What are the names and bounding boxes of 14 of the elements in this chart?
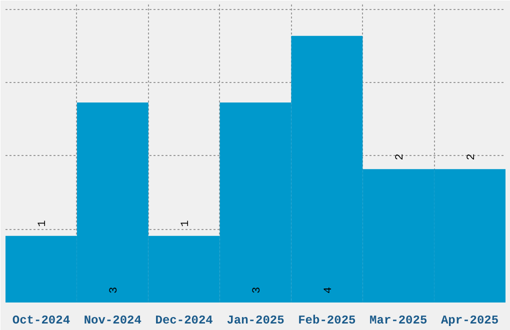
x-tick-label: Mar-2025 — [370, 314, 428, 328]
x-tick-label: Nov-2024 — [84, 314, 142, 328]
x-tick-label: Apr-2025 — [440, 314, 499, 328]
data-label: 3 — [252, 286, 264, 294]
data-label: 2 — [466, 154, 478, 160]
x-tick-label: Feb-2025 — [298, 314, 356, 328]
x-tick-label: Jan-2025 — [226, 314, 284, 328]
data-label: 1 — [37, 220, 50, 227]
data-label: 3 — [108, 286, 121, 294]
data-label: 4 — [322, 286, 335, 294]
data-label: 2 — [394, 154, 406, 160]
data-label: 1 — [180, 220, 192, 227]
x-tick-label: Dec-2024 — [155, 314, 213, 328]
x-tick-label: Oct-2024 — [12, 314, 70, 328]
